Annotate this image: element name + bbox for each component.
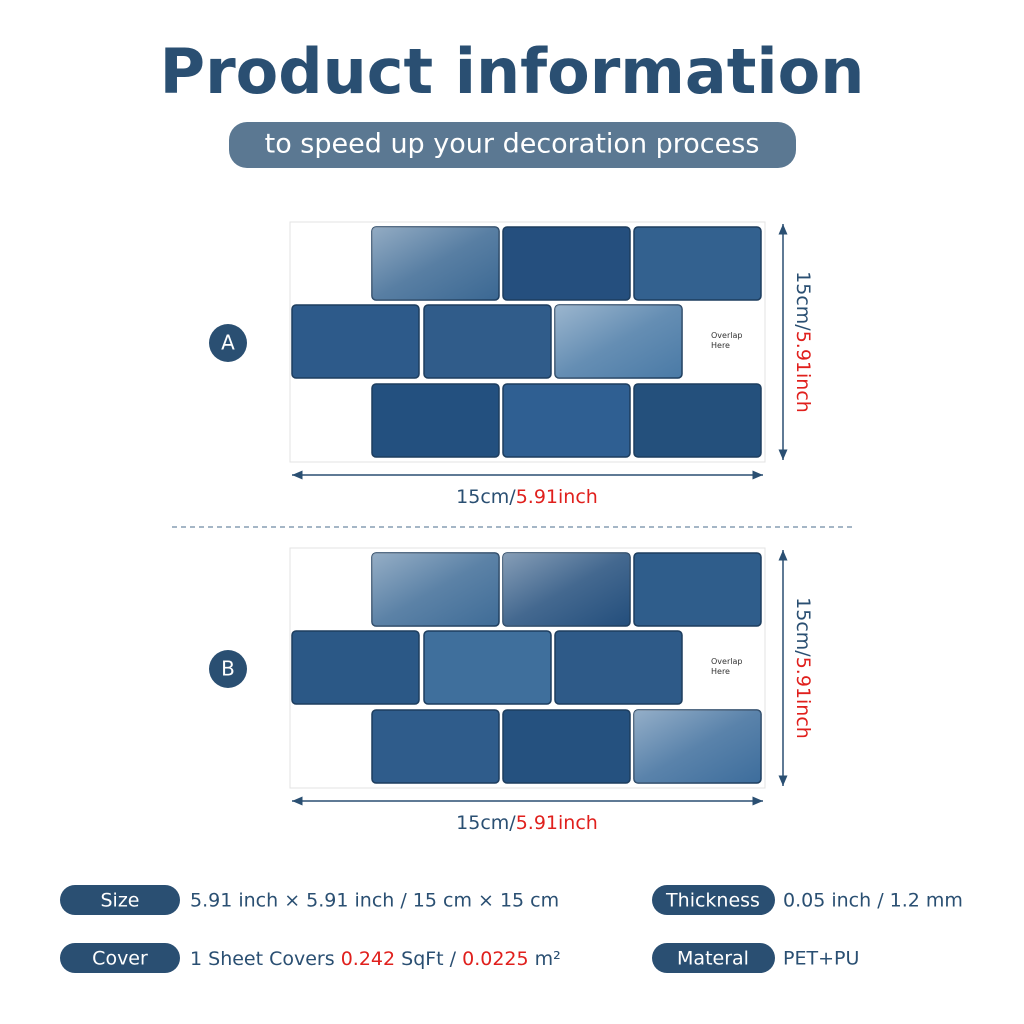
tile: [371, 709, 500, 784]
overlap-text: Overlap: [711, 331, 742, 340]
imperial: 5.91inch: [516, 486, 598, 508]
tile-gloss: [372, 553, 499, 626]
overlap-text: Here: [711, 667, 730, 676]
tile: [554, 630, 683, 705]
spec-label: Size: [100, 890, 139, 912]
tile: [371, 383, 500, 458]
width-dimension: 15cm/5.91inch: [456, 812, 598, 834]
tile-gloss: [555, 305, 682, 378]
panels: OverlapHereA15cm/5.91inch15cm/5.91inchOv…: [209, 221, 814, 834]
highlight: 0.242: [341, 948, 395, 970]
tile: [633, 383, 762, 458]
tile-gloss: [634, 710, 761, 783]
spec-value: PET+PU: [783, 948, 859, 970]
subtitle-pill: [229, 122, 796, 168]
text: SqFt /: [395, 948, 462, 970]
metric: 15cm/: [456, 812, 516, 834]
title: Product information: [160, 35, 865, 108]
tile: [423, 304, 552, 379]
tile: [502, 226, 631, 301]
tile: [291, 304, 420, 379]
panel-badge: [209, 324, 247, 362]
spec-pill: [60, 943, 180, 973]
spec-pill: [652, 885, 775, 915]
spec-pill: [60, 885, 180, 915]
tile-gloss: [503, 553, 630, 626]
spec-label: Materal: [677, 948, 749, 970]
metric: 15cm/: [456, 486, 516, 508]
tile: [502, 709, 631, 784]
width-dimension: 15cm/5.91inch: [456, 486, 598, 508]
overlap-text: Overlap: [711, 657, 742, 666]
tile: [502, 383, 631, 458]
imperial: 5.91inch: [516, 812, 598, 834]
metric: 15cm/: [792, 597, 814, 657]
tile: [291, 630, 420, 705]
spec-label: Thickness: [665, 890, 760, 912]
tile: [633, 552, 762, 627]
tile: [633, 226, 762, 301]
tile: [423, 630, 552, 705]
imperial: 5.91inch: [792, 657, 814, 739]
spec-value: 5.91 inch × 5.91 inch / 15 cm × 15 cm: [190, 890, 559, 912]
imperial: 5.91inch: [792, 331, 814, 413]
spec-value: 0.05 inch / 1.2 mm: [783, 890, 963, 912]
text: m²: [529, 948, 561, 970]
metric: 15cm/: [792, 271, 814, 331]
height-dimension: 15cm/5.91inch: [792, 271, 814, 413]
height-dimension: 15cm/5.91inch: [792, 597, 814, 739]
overlap-text: Here: [711, 341, 730, 350]
tile-gloss: [372, 227, 499, 300]
panel-badge: [209, 650, 247, 688]
subtitle: to speed up your decoration process: [265, 129, 760, 160]
panel-label: A: [221, 331, 235, 355]
spec-pill: [652, 943, 775, 973]
spec-value: 1 Sheet Covers 0.242 SqFt / 0.0225 m²: [190, 948, 561, 970]
text: 1 Sheet Covers: [190, 948, 341, 970]
panel-label: B: [221, 657, 235, 681]
highlight: 0.0225: [462, 948, 528, 970]
spec-label: Cover: [92, 948, 148, 970]
